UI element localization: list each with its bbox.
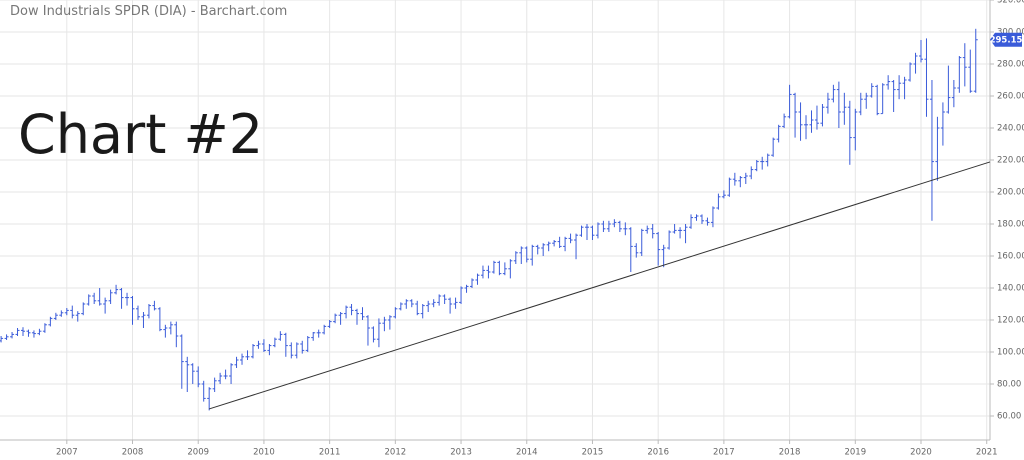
price-bars: [0, 28, 978, 411]
x-tick-label: 2009: [187, 448, 209, 458]
x-tick-label: 2011: [319, 448, 341, 458]
y-tick-label: 320.00: [997, 0, 1024, 6]
x-tick-label: 2017: [713, 448, 735, 458]
grid: [0, 0, 990, 440]
y-tick-label: 240.00: [997, 124, 1024, 134]
y-tick-label: 180.00: [997, 220, 1024, 230]
x-tick-label: 2021: [976, 448, 998, 458]
x-tick-label: 2010: [253, 448, 275, 458]
y-tick-label: 300.00: [997, 28, 1024, 38]
y-tick-label: 200.00: [997, 188, 1024, 198]
y-tick-label: 60.00: [997, 412, 1021, 422]
x-tick-label: 2016: [647, 448, 669, 458]
last-price-tag: [990, 32, 1022, 47]
chart-annotation: Chart #2: [18, 103, 263, 166]
last-price-label: 295.15: [990, 35, 1023, 45]
x-tick-label: 2007: [56, 448, 78, 458]
y-tick-label: 100.00: [997, 348, 1024, 358]
x-tick-label: 2015: [582, 448, 604, 458]
x-tick-label: 2020: [910, 448, 932, 458]
y-tick-label: 80.00: [997, 380, 1021, 390]
x-tick-label: 2013: [450, 448, 472, 458]
y-tick-label: 280.00: [997, 60, 1024, 70]
y-tick-label: 160.00: [997, 252, 1024, 262]
x-tick-label: 2018: [779, 448, 801, 458]
y-tick-label: 260.00: [997, 92, 1024, 102]
chart-title: Dow Industrials SPDR (DIA) - Barchart.co…: [10, 4, 287, 19]
y-tick-label: 140.00: [997, 284, 1024, 294]
x-tick-label: 2008: [122, 448, 144, 458]
y-tick-label: 220.00: [997, 156, 1024, 166]
x-tick-label: 2019: [844, 448, 866, 458]
trend-line: [209, 161, 991, 410]
x-tick-label: 2014: [516, 448, 538, 458]
x-tick-label: 2012: [385, 448, 407, 458]
y-tick-label: 120.00: [997, 316, 1024, 326]
